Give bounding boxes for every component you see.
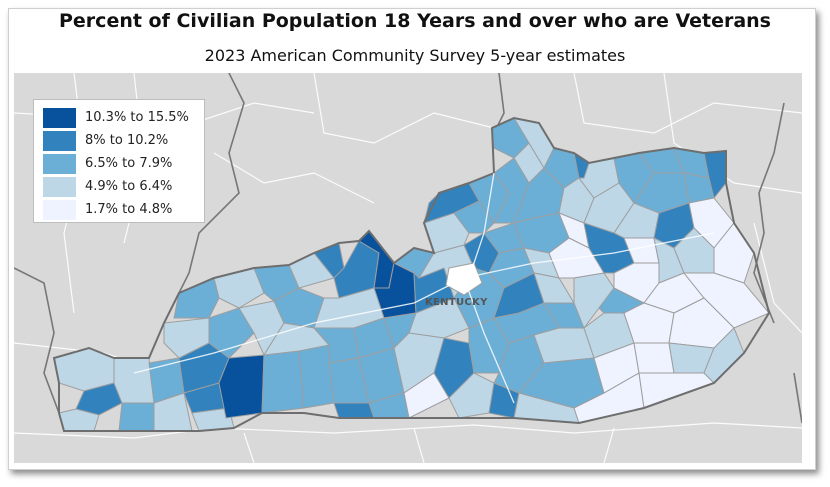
legend-label: 8% to 10.2%	[85, 133, 169, 148]
legend-swatch	[42, 175, 77, 198]
legend-item: 4.9% to 6.4%	[42, 175, 204, 198]
legend-swatch	[42, 152, 77, 175]
legend-swatch	[42, 106, 77, 129]
kentucky-counties	[53, 117, 770, 432]
kentucky-state-label: KENTUCKY	[425, 297, 488, 308]
legend-swatch	[42, 129, 77, 152]
map-legend: 10.3% to 15.5% 8% to 10.2% 6.5% to 7.9% …	[33, 99, 205, 223]
map-title: Percent of Civilian Population 18 Years …	[59, 10, 771, 32]
legend-item: 10.3% to 15.5%	[42, 106, 204, 129]
map-subtitle: 2023 American Community Survey 5-year es…	[204, 46, 626, 65]
legend-item: 1.7% to 4.8%	[42, 198, 204, 221]
highway-lines	[133, 172, 715, 404]
map-svg	[14, 73, 802, 463]
legend-label: 4.9% to 6.4%	[85, 179, 173, 194]
legend-label: 1.7% to 4.8%	[85, 202, 173, 217]
legend-item: 8% to 10.2%	[42, 129, 204, 152]
legend-swatch	[42, 198, 77, 221]
legend-item: 6.5% to 7.9%	[42, 152, 204, 175]
legend-label: 10.3% to 15.5%	[85, 110, 189, 125]
legend-label: 6.5% to 7.9%	[85, 156, 173, 171]
kentucky-border	[52, 116, 771, 432]
